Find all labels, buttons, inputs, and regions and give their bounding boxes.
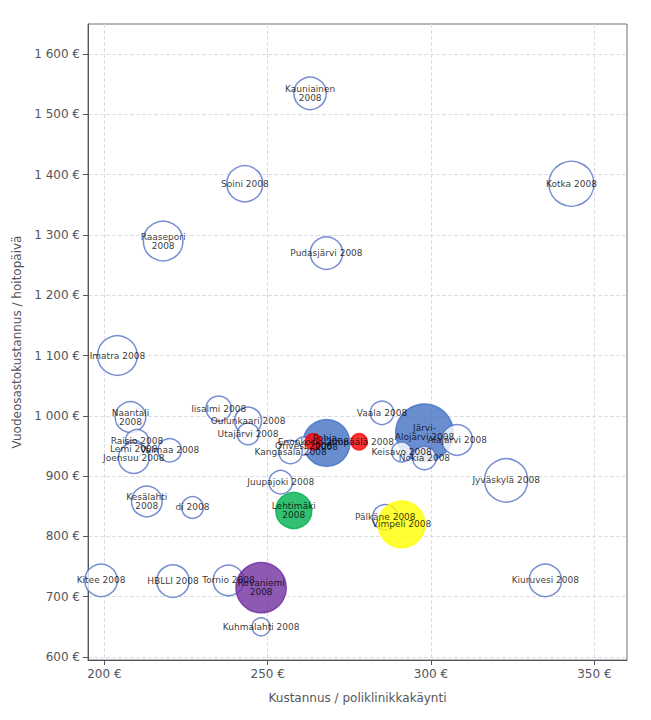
svg-text:250 €: 250 € [250, 667, 284, 681]
svg-text:1 400 €: 1 400 € [34, 168, 80, 182]
svg-text:Vuodeosastokustannus / hoitopä: Vuodeosastokustannus / hoitopäivä [10, 236, 24, 449]
svg-text:Joensuu 2008: Joensuu 2008 [102, 453, 165, 463]
svg-text:2008: 2008 [282, 510, 305, 520]
svg-text:Lehtimäki: Lehtimäki [271, 501, 316, 511]
svg-text:Jyväskylä 2008: Jyväskylä 2008 [471, 475, 540, 485]
svg-text:Soini 2008: Soini 2008 [221, 179, 269, 189]
svg-text:Vimpeli 2008: Vimpeli 2008 [372, 519, 432, 529]
svg-text:Raisio 2008: Raisio 2008 [110, 436, 164, 447]
svg-text:Pudasjärvi 2008: Pudasjärvi 2008 [290, 248, 362, 258]
svg-text:2008: 2008 [119, 417, 142, 427]
svg-text:Naantali: Naantali [111, 407, 150, 418]
svg-text:Järvi-: Järvi- [413, 423, 436, 434]
svg-text:900 €: 900 € [46, 469, 80, 483]
svg-text:1 000 €: 1 000 € [34, 409, 80, 423]
svg-text:Nokia 2008: Nokia 2008 [399, 453, 451, 463]
svg-text:2008: 2008 [135, 501, 158, 511]
svg-text:Kuhmalahti 2008: Kuhmalahti 2008 [223, 622, 300, 632]
svg-text:Pälkäne 2008: Pälkäne 2008 [355, 512, 416, 523]
svg-text:Vaala 2008: Vaala 2008 [357, 408, 408, 418]
svg-text:300 €: 300 € [414, 667, 448, 681]
svg-text:Juupajoki 2008: Juupajoki 2008 [246, 477, 314, 487]
svg-text:Kustannus / poliklinikkakäynti: Kustannus / poliklinikkakäynti [269, 691, 447, 705]
svg-text:Kangasala 2008: Kangasala 2008 [254, 447, 326, 457]
svg-text:Kitee 2008: Kitee 2008 [77, 575, 126, 585]
svg-text:Kauniainen: Kauniainen [285, 83, 336, 94]
svg-text:2008: 2008 [250, 587, 273, 597]
svg-text:Utajärvi 2008: Utajärvi 2008 [218, 429, 279, 439]
svg-text:700 €: 700 € [46, 590, 80, 604]
svg-text:350 €: 350 € [577, 667, 611, 681]
svg-text:600 €: 600 € [46, 650, 80, 664]
svg-text:Kiuruvesi 2008: Kiuruvesi 2008 [512, 575, 580, 585]
svg-text:Keisavo 2008: Keisavo 2008 [371, 447, 432, 457]
svg-text:Alojärvi 2008: Alojärvi 2008 [394, 432, 455, 443]
svg-text:Kesälahti: Kesälahti [126, 492, 168, 502]
svg-text:1 300 €: 1 300 € [34, 228, 80, 242]
svg-text:di 2008: di 2008 [176, 502, 210, 512]
svg-text:800 €: 800 € [46, 529, 80, 543]
svg-text:2008: 2008 [299, 93, 322, 103]
svg-text:1 200 €: 1 200 € [34, 288, 80, 302]
svg-text:200 €: 200 € [87, 667, 121, 681]
svg-text:Iisalmi 2008: Iisalmi 2008 [191, 404, 246, 414]
svg-text:Enonkoski 2008: Enonkoski 2008 [277, 436, 349, 447]
svg-text:HBLLI 2008: HBLLI 2008 [147, 576, 199, 586]
svg-text:Tornio 2008: Tornio 2008 [202, 575, 255, 586]
svg-text:1 100 €: 1 100 € [34, 349, 80, 363]
svg-text:1 500 €: 1 500 € [34, 107, 80, 121]
svg-text:Raasepori: Raasepori [140, 231, 186, 242]
svg-text:Imatra 2008: Imatra 2008 [90, 351, 146, 361]
svg-text:Kotka 2008: Kotka 2008 [546, 179, 597, 189]
svg-text:1 600 €: 1 600 € [34, 47, 80, 61]
svg-text:Rovaniemi: Rovaniemi [237, 578, 285, 589]
svg-text:Valmaa 2008: Valmaa 2008 [140, 445, 200, 456]
svg-text:Alajärvi 2008: Alajärvi 2008 [427, 435, 487, 445]
svg-text:Oulunkaari 2008: Oulunkaari 2008 [211, 416, 286, 426]
svg-text:2008: 2008 [152, 241, 175, 251]
svg-text:Lempäälä 2008: Lempäälä 2008 [324, 437, 394, 447]
